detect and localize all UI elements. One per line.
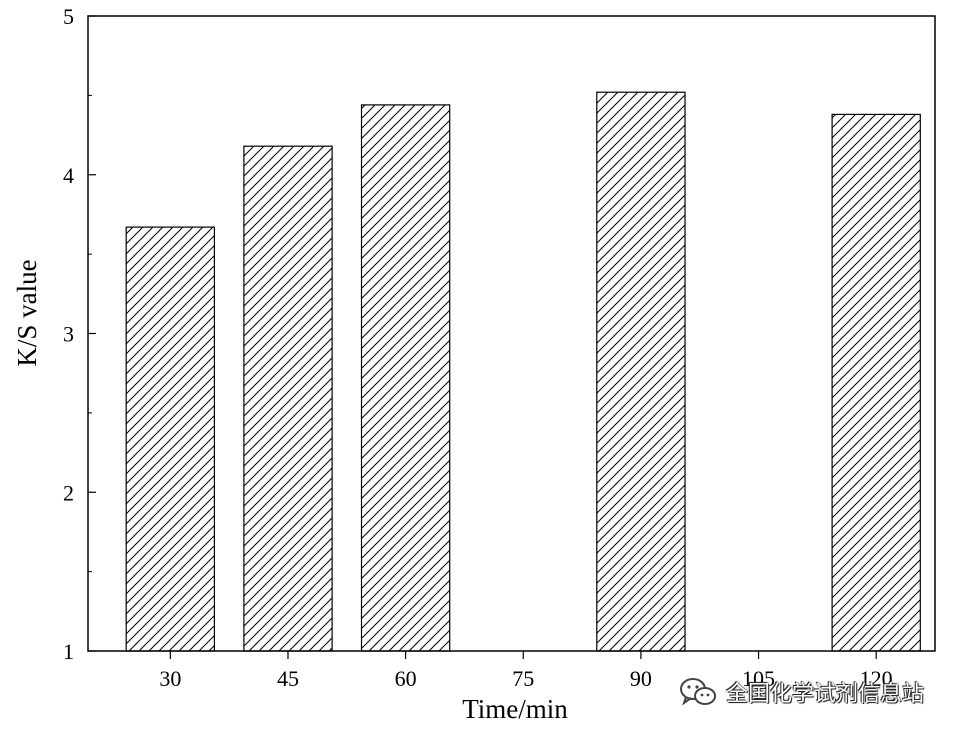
y-tick-label-1: 1 (63, 639, 74, 664)
x-tick-label-45: 45 (277, 666, 299, 691)
wechat-icon (680, 678, 716, 706)
y-tick-label-2: 2 (63, 480, 74, 505)
bar-90 (596, 91, 686, 652)
x-tick-label-120: 120 (860, 666, 893, 691)
x-tick-label-75: 75 (512, 666, 534, 691)
bar-120 (831, 113, 921, 652)
x-tick-label-60: 60 (395, 666, 417, 691)
y-axis: 1 2 3 4 5 (63, 4, 96, 664)
plot-frame (87, 15, 936, 652)
bar-60 (360, 104, 451, 652)
bar-30 (125, 226, 215, 652)
y-tick-label-5: 5 (63, 4, 74, 29)
y-axis-title: K/S value (12, 259, 42, 366)
x-tick-label-90: 90 (630, 666, 652, 691)
x-axis: 30 45 60 75 90 105 120 (159, 651, 893, 691)
watermark-text: 全国化学试剂信息站 (726, 682, 925, 707)
x-tick-label-105: 105 (742, 666, 775, 691)
x-axis-title: Time/min (462, 694, 568, 724)
bars-group (125, 91, 921, 652)
x-tick-label-30: 30 (159, 666, 181, 691)
y-tick-label-4: 4 (63, 163, 74, 188)
bar-45 (243, 145, 333, 652)
y-tick-label-3: 3 (63, 322, 74, 347)
watermark: 全国化学试剂信息站 (678, 672, 924, 712)
